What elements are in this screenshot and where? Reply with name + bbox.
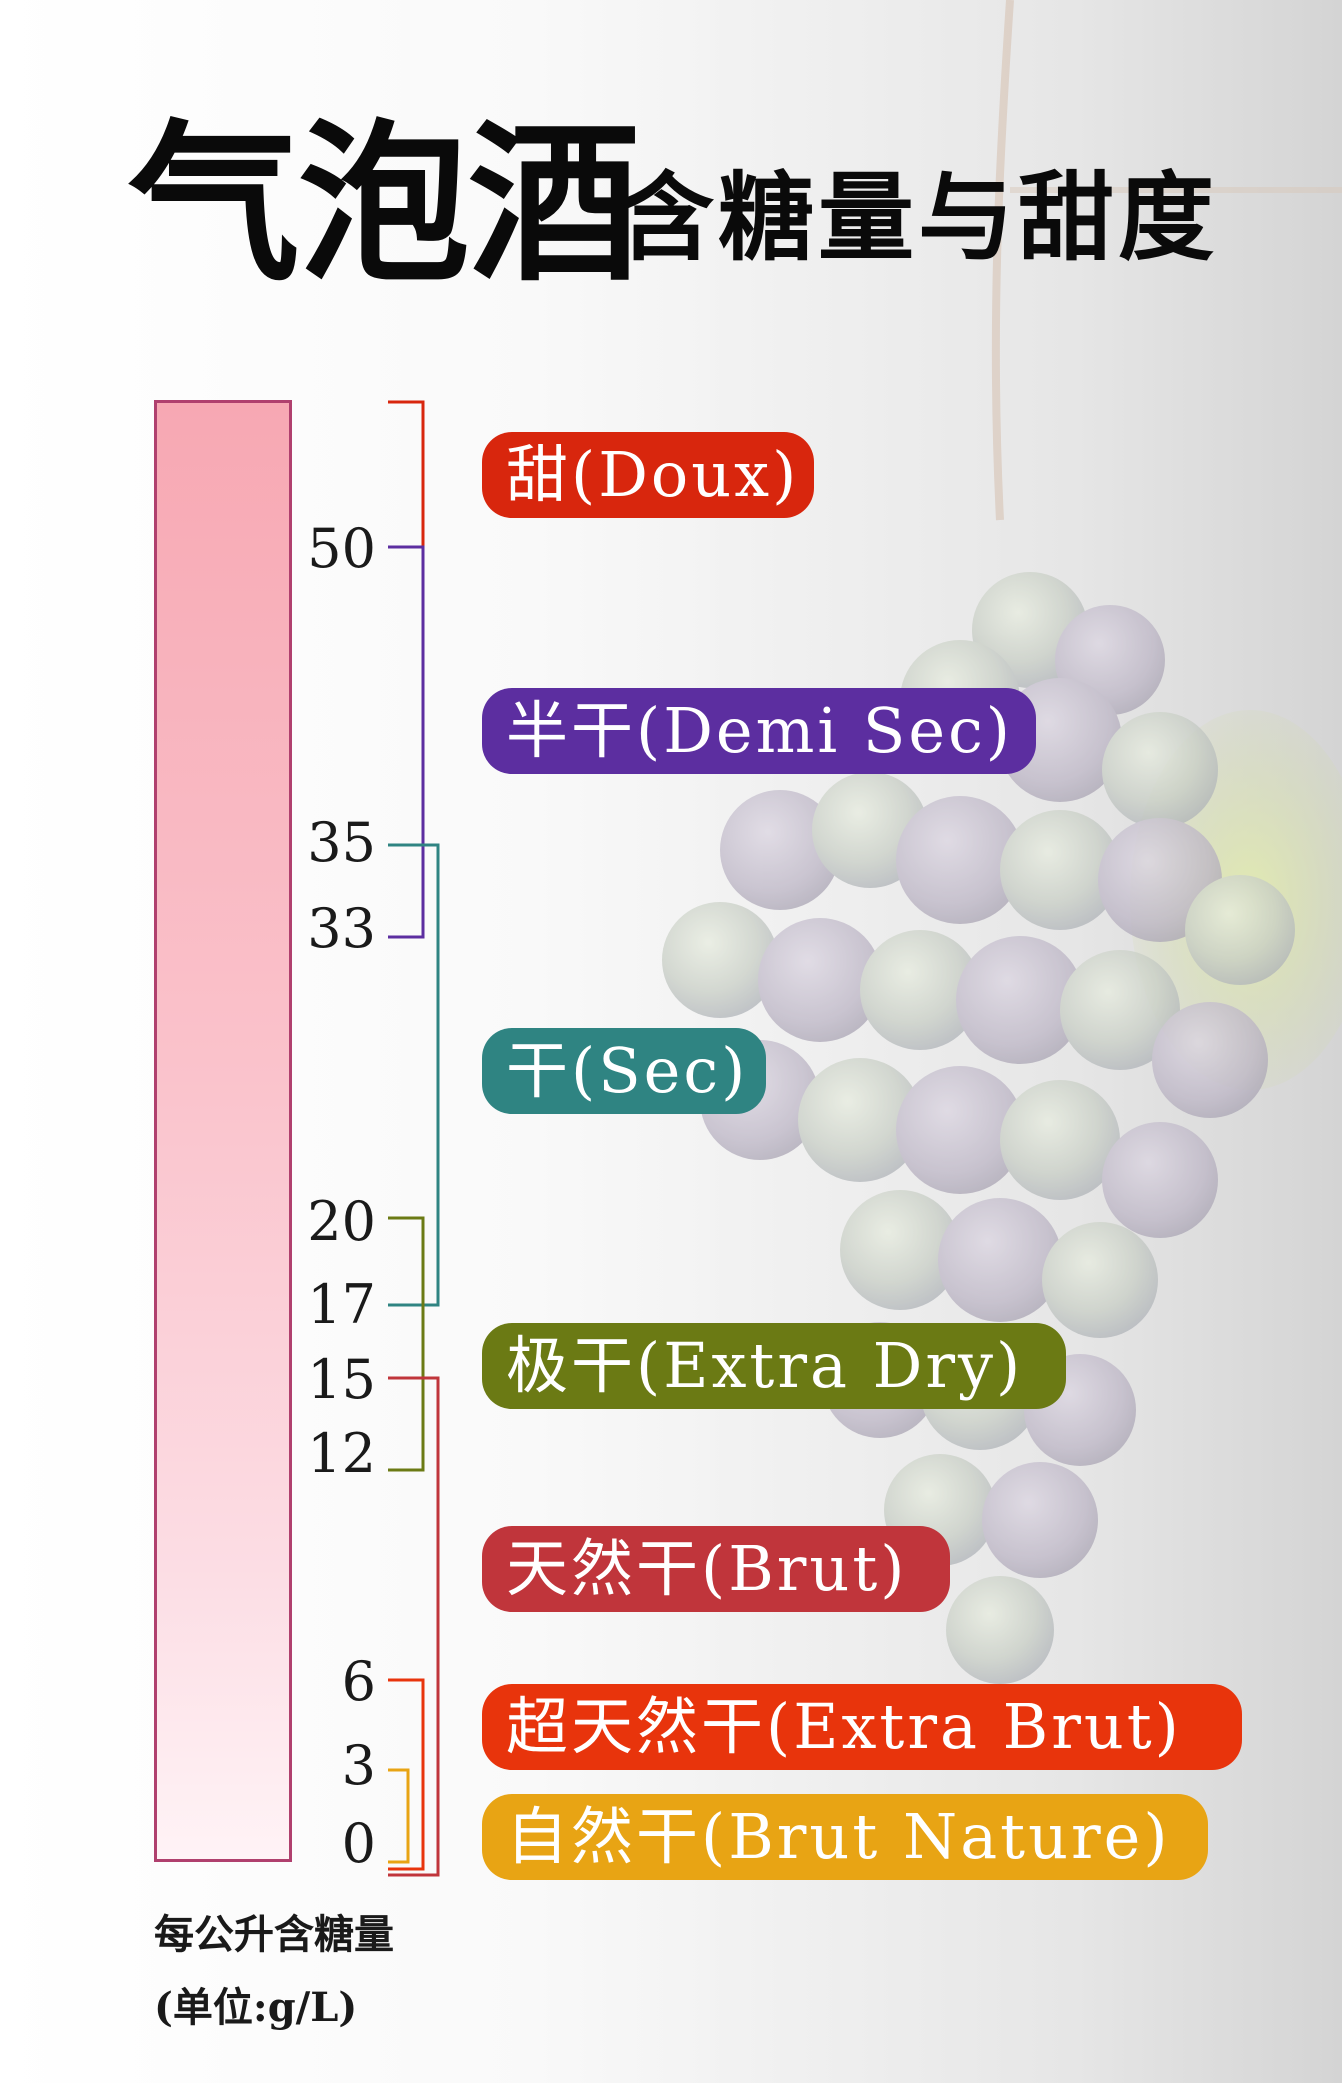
- sugar-scale-bar: [154, 400, 292, 1862]
- category-brut: 天然干(Brut): [482, 1526, 950, 1612]
- tick-label: 6: [341, 1650, 376, 1713]
- page-title: 气泡酒: [128, 102, 640, 305]
- tick-label: 3: [341, 1734, 376, 1797]
- tick-label: 17: [307, 1273, 376, 1336]
- category-sec: 干(Sec): [482, 1028, 766, 1114]
- category-brut-nature: 自然干(Brut Nature): [482, 1794, 1208, 1880]
- category-doux: 甜(Doux): [482, 432, 814, 518]
- axis-unit: (单位:g/L): [154, 1984, 358, 2031]
- tick-label: 20: [307, 1190, 376, 1253]
- tick-label: 12: [307, 1422, 376, 1485]
- category-extra-brut: 超天然干(Extra Brut): [482, 1684, 1242, 1770]
- axis-label: 每公升含糖量: [154, 1911, 394, 1958]
- category-demi-sec: 半干(Demi Sec): [482, 688, 1036, 774]
- tick-label: 50: [307, 517, 376, 580]
- tick-label: 35: [307, 811, 376, 874]
- category-extra-dry: 极干(Extra Dry): [482, 1323, 1066, 1409]
- page-subtitle: 含糖量与甜度: [618, 161, 1218, 274]
- tick-label: 0: [341, 1812, 376, 1875]
- tick-label: 15: [307, 1348, 376, 1411]
- tick-label: 33: [307, 897, 376, 960]
